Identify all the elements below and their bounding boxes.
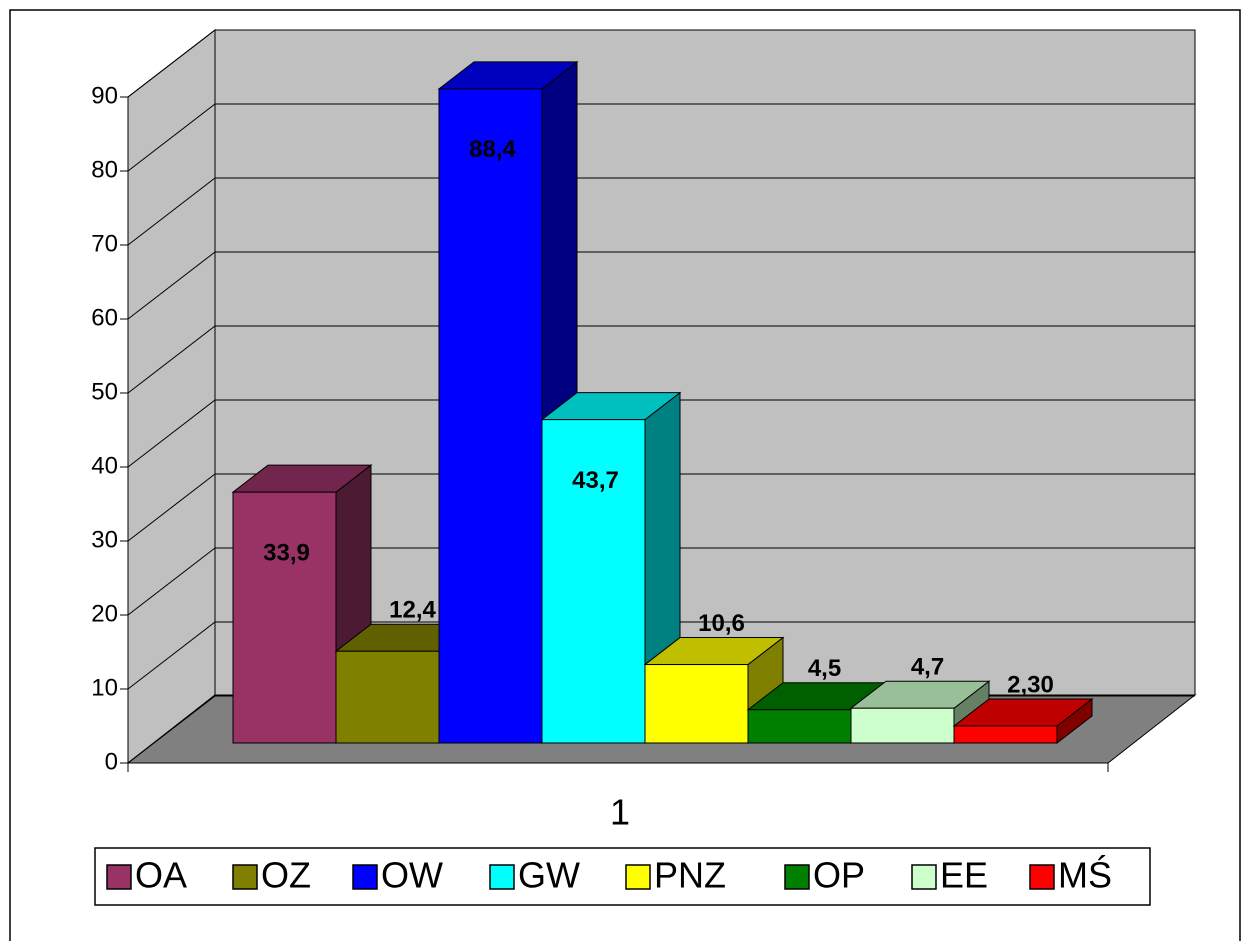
- y-tick-label: 20: [91, 600, 118, 627]
- bar: [335, 650, 440, 744]
- bar: [438, 88, 543, 744]
- grid-line: [127, 621, 1195, 690]
- value-label: 43,7: [572, 467, 619, 494]
- bar: [747, 709, 852, 744]
- legend-swatch: [911, 864, 937, 890]
- legend-label: GW: [518, 855, 580, 896]
- legend-label: MŚ: [1058, 854, 1112, 896]
- legend-swatch: [106, 864, 132, 890]
- value-label: 10,6: [698, 610, 745, 637]
- grid: 0 10 20 30 40 50 60 70 80 90: [91, 29, 1195, 775]
- value-label: 12,4: [389, 597, 436, 624]
- legend-label: OZ: [261, 855, 311, 896]
- grid-line: [127, 177, 1195, 246]
- legend-swatch: [489, 864, 515, 890]
- value-label: 4,5: [808, 655, 841, 682]
- legend-label: OP: [813, 855, 865, 896]
- grid-line: [127, 29, 1195, 98]
- category-label: 1: [610, 792, 630, 833]
- y-tick-label: 60: [91, 304, 118, 331]
- grid-line: [127, 103, 1195, 172]
- y-tick-label: 70: [91, 230, 118, 257]
- value-label: 88,4: [469, 136, 516, 163]
- bar: [541, 419, 646, 744]
- legend-swatch: [784, 864, 810, 890]
- y-tick-label: 30: [91, 526, 118, 553]
- back-wall: [214, 29, 1196, 696]
- legend-swatch: [1029, 864, 1055, 890]
- grid-line: [127, 399, 1195, 468]
- grid-line: [127, 473, 1195, 542]
- legend-label: OW: [381, 855, 443, 896]
- y-tick-label: 50: [91, 378, 118, 405]
- legend-label: EE: [940, 855, 988, 896]
- y-tick-label: 90: [91, 82, 118, 109]
- value-label: 4,7: [911, 654, 944, 681]
- legend: OA OZ OW GW PNZ OP EE MŚ: [106, 854, 1112, 896]
- value-label: 33,9: [263, 539, 310, 566]
- bar: [850, 707, 955, 744]
- legend-label: OA: [135, 855, 187, 896]
- y-tick-label: 80: [91, 156, 118, 183]
- y-tick-label: 0: [105, 748, 118, 775]
- bars: 33,9 12,4 88,4 43,7 10,6 4,5 4,7 2,30: [231, 60, 1094, 745]
- legend-label: PNZ: [654, 855, 726, 896]
- grid-line: [127, 325, 1195, 394]
- legend-swatch: [625, 864, 651, 890]
- grid-line: [127, 251, 1195, 320]
- grid-line: [127, 547, 1195, 616]
- legend-box: [94, 847, 1151, 906]
- legend-swatch: [352, 864, 378, 890]
- value-label: 2,30: [1007, 671, 1054, 698]
- bar: [644, 664, 749, 744]
- y-tick-label: 40: [91, 452, 118, 479]
- bar: [953, 725, 1058, 744]
- side-wall: [127, 28, 216, 765]
- legend-swatch: [232, 864, 258, 890]
- bar: [232, 491, 337, 744]
- y-tick-label: 10: [91, 674, 118, 701]
